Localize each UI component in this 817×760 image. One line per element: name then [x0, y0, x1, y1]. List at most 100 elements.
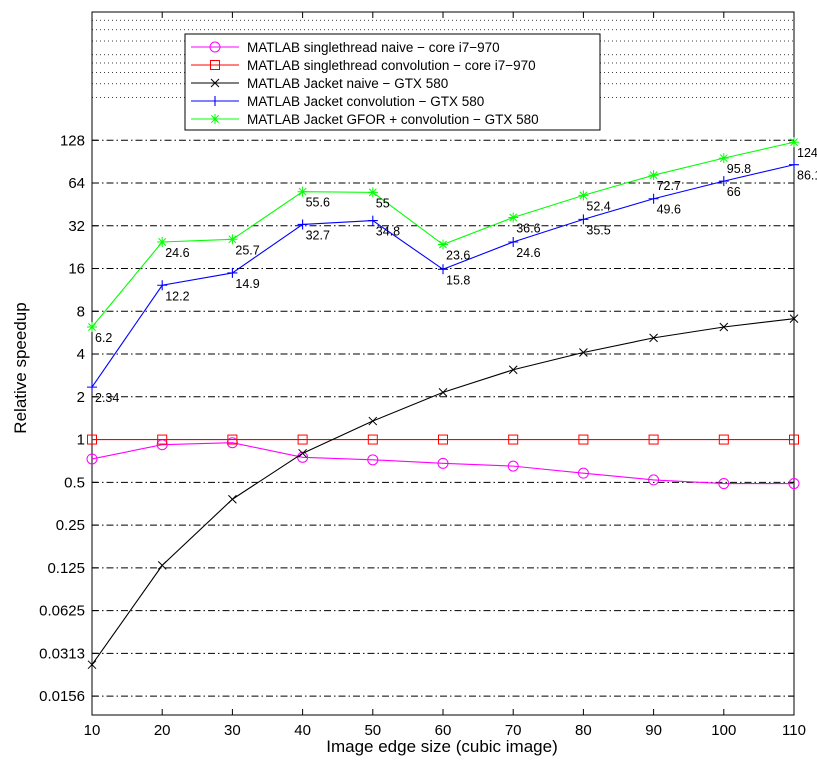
data-label-jacket-gfor: 52.4	[586, 199, 610, 213]
series-lines	[86, 137, 800, 670]
point-jacket-conv	[578, 214, 589, 225]
legend-entry: MATLAB Jacket GFOR + convolution − GTX 5…	[247, 112, 539, 127]
y-tick-label: 128	[60, 132, 85, 149]
legend-marker	[209, 41, 221, 53]
data-label-jacket-conv: 86.1	[797, 169, 817, 183]
y-tick-label: 16	[68, 261, 85, 278]
x-tick-label: 10	[84, 722, 101, 739]
x-tick-label: 50	[364, 722, 381, 739]
point-jacket-gfor	[648, 170, 659, 181]
point-conv-cpu	[227, 434, 238, 445]
point-jacket-naive	[87, 660, 97, 670]
y-tick-label: 0.0313	[39, 645, 85, 662]
data-label-jacket-conv: 14.9	[235, 277, 259, 291]
point-conv-cpu	[367, 434, 378, 445]
point-naive-cpu	[648, 474, 660, 486]
point-conv-cpu	[297, 434, 308, 445]
point-conv-cpu	[157, 434, 168, 445]
data-labels: 2.34 12.2 14.9 32.7 34.8 15.8 24.6 35.5 49.6 66 86…	[95, 146, 817, 405]
data-label-jacket-conv: 49.6	[657, 203, 681, 217]
y-tick-label: 0.0625	[39, 603, 85, 620]
point-jacket-conv	[367, 215, 378, 226]
point-jacket-gfor	[789, 137, 799, 148]
point-jacket-gfor	[367, 187, 378, 198]
data-label-jacket-gfor: 24.6	[165, 246, 189, 260]
data-label-jacket-conv: 32.7	[306, 228, 330, 242]
point-jacket-gfor	[297, 186, 308, 197]
y-tick-label: 64	[68, 175, 85, 192]
data-label-jacket-conv: 12.2	[165, 289, 189, 303]
legend-entry: MATLAB singlethread convolution − core i…	[247, 58, 536, 73]
point-conv-cpu	[87, 434, 97, 445]
point-jacket-naive	[438, 387, 448, 397]
data-label-jacket-gfor: 25.7	[235, 243, 259, 257]
legend-entry: MATLAB singlethread naive − core i7−970	[247, 40, 500, 55]
point-jacket-naive	[298, 448, 307, 458]
legend: MATLAB singlethread naive − core i7−970 M…	[184, 33, 601, 131]
x-tick-label: 60	[435, 722, 452, 739]
y-axis-ticks: 0.0156 0.0313 0.0625 0.125 0.25 0.5 1 2 4 8 16 32 64…	[39, 132, 794, 705]
legend-entry: MATLAB Jacket naive − GTX 580	[247, 76, 448, 91]
point-naive-cpu	[297, 451, 309, 463]
data-label-jacket-gfor: 55	[376, 196, 390, 210]
x-tick-label: 100	[711, 722, 736, 739]
point-naive-cpu	[507, 460, 519, 472]
y-tick-label: 2	[77, 389, 85, 406]
data-label-jacket-conv: 2.34	[95, 391, 119, 405]
point-jacket-naive	[649, 333, 658, 343]
point-naive-cpu	[437, 457, 449, 469]
y-tick-label: 32	[68, 218, 85, 235]
x-tick-label: 80	[575, 722, 592, 739]
point-conv-cpu	[578, 434, 589, 445]
legend-marker	[210, 96, 220, 106]
point-jacket-conv	[718, 176, 729, 187]
point-jacket-naive	[508, 365, 518, 375]
x-axis-label: Image edge size (cubic image)	[326, 737, 558, 756]
point-conv-cpu	[508, 434, 519, 445]
data-label-jacket-conv: 24.6	[516, 246, 540, 260]
series-line-jacket-naive	[91, 318, 795, 665]
point-naive-cpu	[788, 478, 800, 490]
point-jacket-gfor	[87, 322, 97, 333]
point-jacket-naive	[579, 348, 588, 357]
x-tick-label: 90	[645, 722, 662, 739]
data-label-jacket-gfor: 36.6	[516, 221, 540, 235]
point-jacket-gfor	[508, 212, 519, 223]
legend-box	[184, 33, 601, 131]
series-line-jacket-gfor	[91, 141, 795, 328]
point-jacket-conv	[789, 159, 799, 170]
data-label-jacket-gfor: 6.2	[95, 331, 112, 345]
point-conv-cpu	[718, 434, 729, 445]
point-jacket-gfor	[718, 153, 729, 164]
x-tick-label: 20	[154, 722, 171, 739]
point-jacket-naive	[368, 416, 378, 426]
point-conv-cpu	[648, 434, 659, 445]
data-label-jacket-conv: 66	[727, 185, 741, 199]
point-jacket-conv	[227, 267, 238, 278]
point-jacket-conv	[648, 193, 659, 204]
data-label-jacket-conv: 15.8	[446, 273, 470, 287]
point-conv-cpu	[438, 434, 448, 445]
y-tick-label: 0.25	[56, 517, 85, 534]
data-label-jacket-gfor: 124	[797, 146, 817, 160]
point-naive-cpu	[718, 478, 730, 490]
x-tick-label: 40	[294, 722, 311, 739]
x-tick-label: 30	[224, 722, 241, 739]
legend-marker	[210, 114, 220, 124]
point-jacket-gfor	[578, 190, 589, 201]
point-jacket-naive	[719, 322, 729, 332]
y-tick-label: 8	[77, 303, 85, 320]
point-jacket-naive	[789, 314, 799, 324]
data-label-jacket-conv: 34.8	[376, 225, 400, 239]
data-label-jacket-gfor: 55.6	[306, 196, 330, 210]
y-axis-label: Relative speedup	[11, 302, 30, 433]
y-tick-label: 0.0156	[39, 688, 85, 705]
legend-marker	[210, 60, 220, 70]
data-label-jacket-gfor: 72.7	[657, 179, 681, 193]
y-tick-label: 1	[77, 432, 85, 449]
legend-entry: MATLAB Jacket convolution − GTX 580	[247, 94, 484, 109]
point-jacket-gfor	[157, 237, 168, 248]
point-jacket-gfor	[227, 234, 238, 245]
x-axis-ticks: 10 20 30 40 50 60 70 80 90 100 110	[84, 12, 806, 739]
point-jacket-naive	[228, 494, 237, 504]
